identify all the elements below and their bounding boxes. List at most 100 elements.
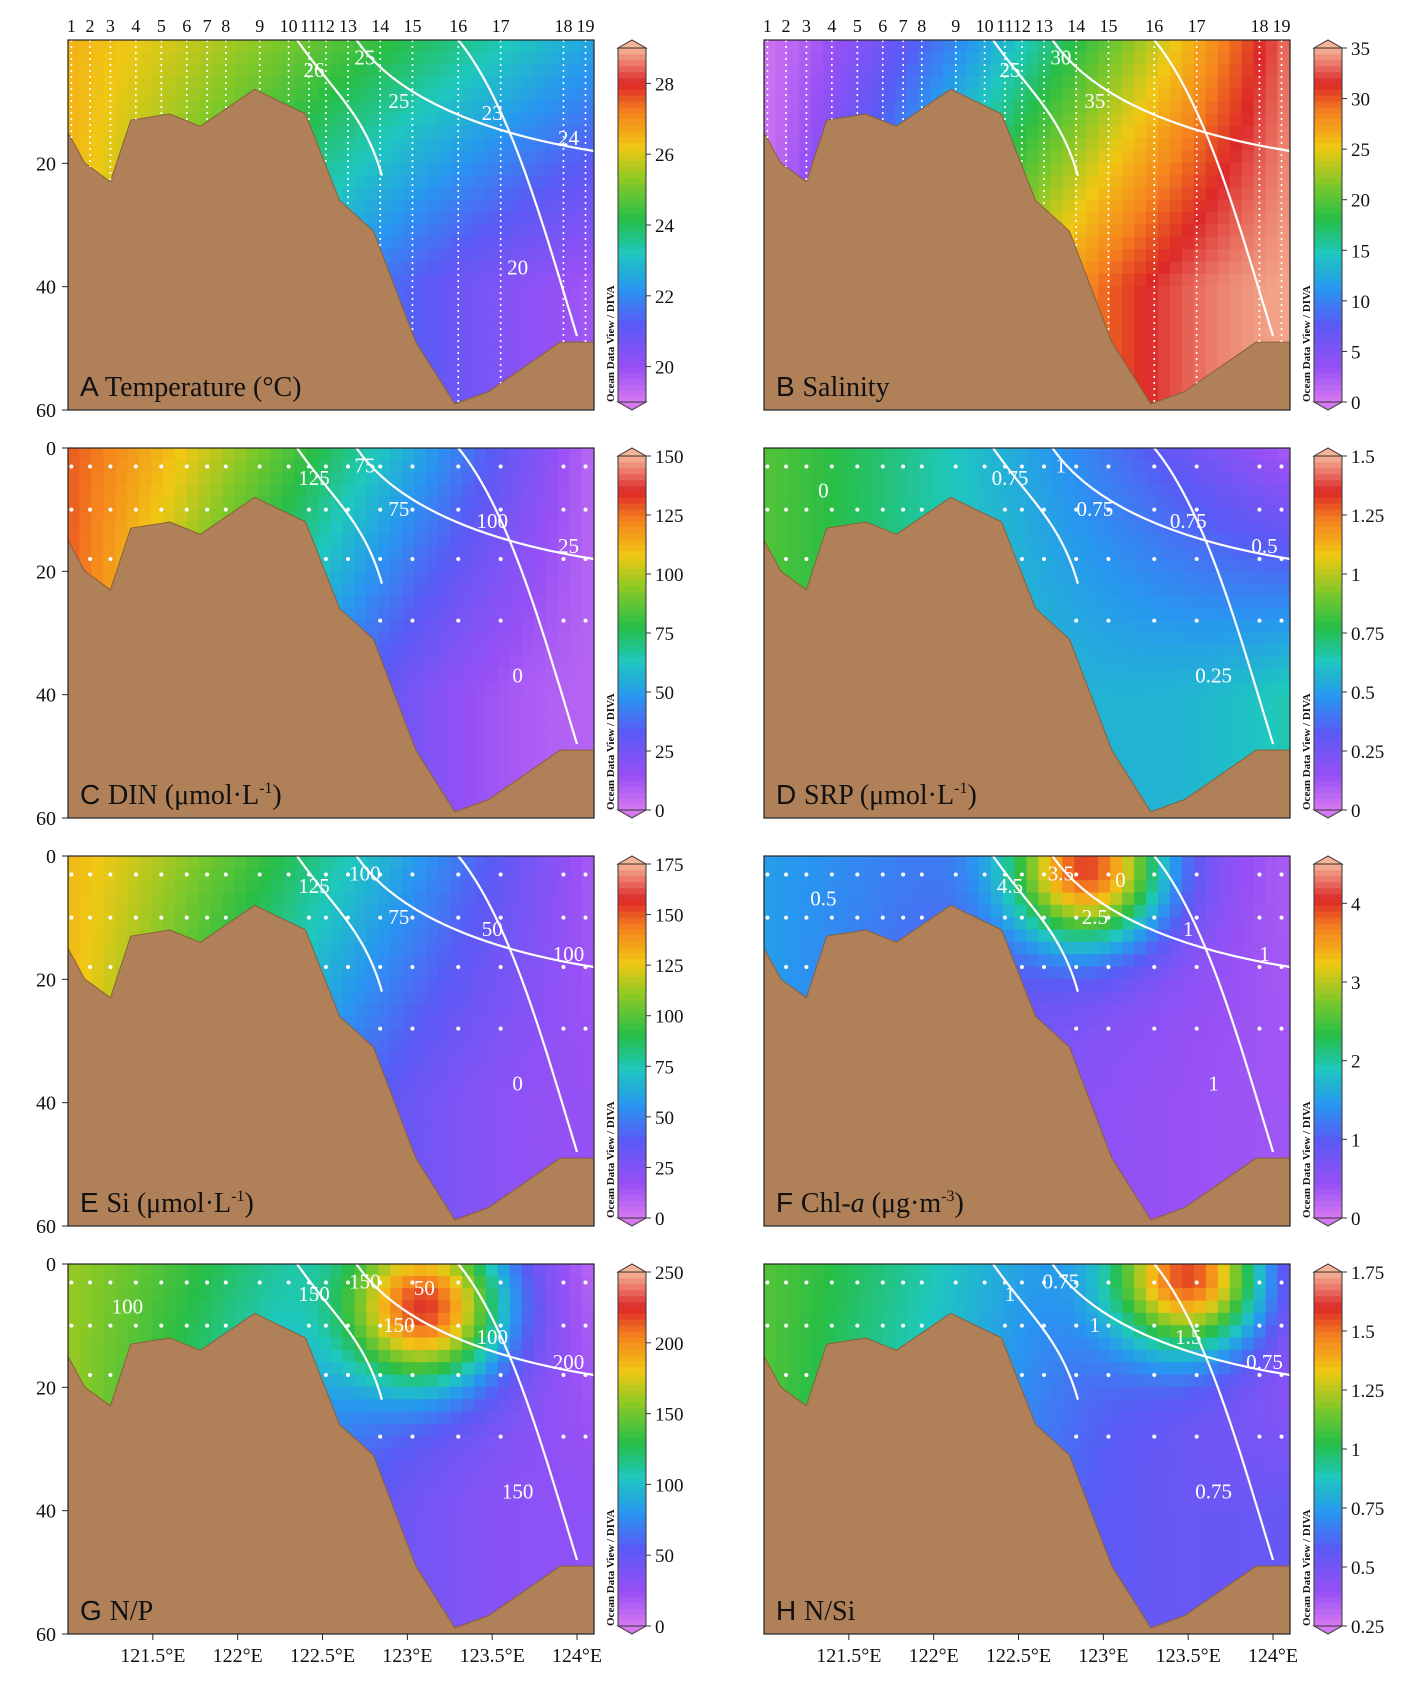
- sample-dot: [88, 464, 93, 469]
- sample-dot: [1152, 965, 1157, 969]
- sample-dot: [1074, 507, 1079, 512]
- sample-dot: [159, 1323, 164, 1328]
- sample-dot: [88, 915, 93, 920]
- sample-dot: [1257, 915, 1262, 920]
- contour-label: 50: [482, 917, 503, 941]
- colorbar-tick-label: 1.5: [1351, 1322, 1375, 1343]
- sample-dot: [1106, 1434, 1111, 1439]
- sample-dot: [378, 1373, 383, 1377]
- plot-frame: [763, 1263, 1291, 1635]
- panel-f: 4.5 3.5 2.5 1 1 1 0.5 0 F Chl-a (μg·m-3) 0 1 2 3 4 Oce…: [763, 855, 1361, 1230]
- station-label: 9: [255, 16, 264, 36]
- sample-dot: [306, 872, 311, 877]
- sample-dot: [69, 507, 74, 512]
- sample-dot: [108, 464, 113, 469]
- station-label: 11: [300, 16, 317, 36]
- sample-dot: [456, 1323, 461, 1328]
- contour-label: 25: [354, 46, 375, 70]
- sample-dot: [69, 1323, 74, 1328]
- colorbar-tick-label: 1.5: [1351, 447, 1375, 468]
- colorbar-tick-label: 24: [655, 216, 675, 237]
- sample-dot: [205, 915, 210, 920]
- sample-dot: [1279, 507, 1284, 512]
- sample-dot: [1257, 507, 1262, 512]
- sample-dot: [456, 618, 461, 623]
- panel-title: C DIN (μmol·L-1): [80, 779, 282, 811]
- sample-dot: [1074, 1323, 1079, 1328]
- colorbar-tick-label: 50: [655, 1546, 674, 1567]
- sample-dot: [1106, 1323, 1111, 1328]
- contour-label: 1.5: [1175, 1325, 1201, 1349]
- sample-dot: [1279, 557, 1284, 561]
- sample-dot: [1279, 1026, 1284, 1031]
- sample-dot: [108, 965, 113, 969]
- colorbar-tick-label: 1: [1351, 565, 1361, 586]
- colorbar-cap-bottom: [616, 1625, 648, 1635]
- contour-label: 150: [349, 1270, 381, 1294]
- panel-title-text: Temperature (°C): [105, 372, 302, 403]
- sample-dot: [784, 557, 789, 561]
- sample-dot: [456, 464, 461, 469]
- contour-line: [355, 448, 594, 561]
- colorbar-tick-label: 0: [1351, 1209, 1361, 1230]
- sample-dot: [804, 872, 809, 877]
- sample-dot: [855, 1280, 860, 1285]
- sample-dot: [378, 872, 383, 877]
- station-label: 16: [449, 16, 467, 36]
- sample-dot: [410, 557, 415, 561]
- sample-dot: [583, 618, 588, 623]
- sample-dot: [583, 1280, 588, 1285]
- panel-title-text: ): [244, 1188, 253, 1219]
- sample-dot: [88, 557, 93, 561]
- plot-frame: [763, 39, 1291, 411]
- sample-dot: [323, 1280, 328, 1285]
- colorbar-tick-label: 125: [655, 956, 684, 977]
- contour-label: 25: [1000, 58, 1021, 82]
- colorbar-frame: [1313, 47, 1343, 403]
- sample-dot: [323, 464, 328, 469]
- sample-dot: [345, 507, 350, 512]
- sample-dot: [583, 507, 588, 512]
- odv-credit: Ocean Data View / DIVA: [1301, 285, 1313, 402]
- sample-dot: [1106, 464, 1111, 469]
- sample-dot: [498, 1280, 503, 1285]
- colorbar-tick-label: 75: [655, 1057, 674, 1078]
- sample-dot: [88, 507, 93, 512]
- sample-dot: [159, 915, 164, 920]
- sample-dot: [561, 872, 566, 877]
- sample-dot: [498, 464, 503, 469]
- colorbar-tick-label: 150: [655, 447, 684, 468]
- colorbar-tick-label: 150: [655, 1405, 684, 1426]
- sample-dot: [184, 1323, 189, 1328]
- sample-dot: [804, 915, 809, 920]
- sample-dot: [498, 1434, 503, 1439]
- sample-dot: [1041, 557, 1046, 561]
- sample-dot: [784, 507, 789, 512]
- colorbar-cap-bottom: [1312, 1217, 1344, 1227]
- y-tick-label: 20: [36, 969, 56, 991]
- sample-dot: [306, 1280, 311, 1285]
- sample-dot: [1041, 1373, 1046, 1377]
- plot-frame: [763, 447, 1291, 819]
- colorbar: 0 25 50 75 100 125 150 Ocean Data View / DIVA: [605, 447, 684, 822]
- colorbar-tick-label: 150: [655, 906, 684, 927]
- sample-dot: [1074, 1434, 1079, 1439]
- sample-dot: [1279, 965, 1284, 969]
- contour-label: 0.5: [810, 886, 836, 910]
- sample-dot: [1074, 464, 1079, 469]
- sample-dot: [982, 1280, 987, 1285]
- sample-dot: [345, 965, 350, 969]
- panel-letter: H: [776, 1595, 804, 1626]
- sample-dot: [1002, 1323, 1007, 1328]
- sample-dot: [829, 1323, 834, 1328]
- station-label: 6: [182, 16, 191, 36]
- sample-dot: [498, 915, 503, 920]
- sample-dot: [133, 872, 138, 877]
- sample-dot: [108, 1323, 113, 1328]
- station-label: 15: [1099, 16, 1117, 36]
- panel-title-text: Chl-: [801, 1188, 851, 1219]
- colorbar-cap-bottom: [616, 809, 648, 819]
- sample-dot: [1041, 915, 1046, 920]
- sample-dot: [1257, 1434, 1262, 1439]
- panel-title-text: (μg·m: [865, 1188, 942, 1219]
